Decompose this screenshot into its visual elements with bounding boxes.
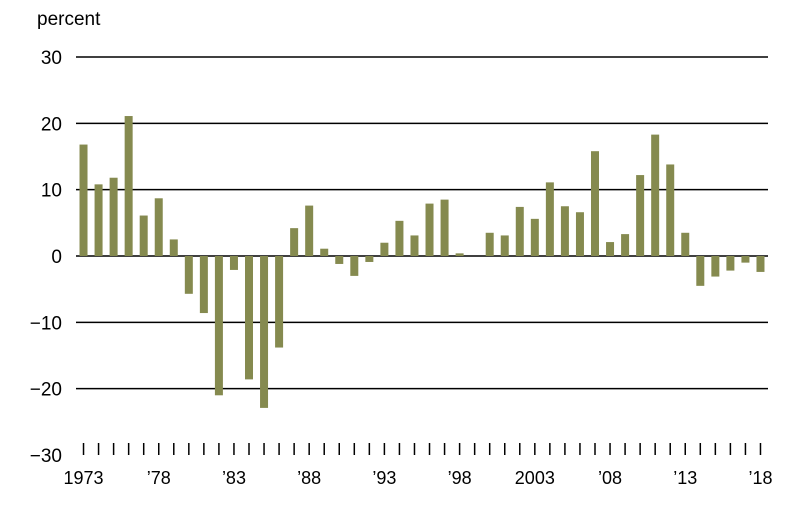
- bar: [455, 253, 464, 256]
- bar: [214, 256, 223, 396]
- y-tick-label: 0: [51, 247, 62, 268]
- bar: [79, 144, 88, 256]
- bar: [485, 232, 494, 256]
- bar: [365, 256, 374, 262]
- y-axis-label: percent: [37, 9, 101, 30]
- bar: [440, 199, 449, 256]
- bar: [245, 256, 253, 380]
- y-tick-label: −30: [30, 446, 62, 467]
- bar: [726, 256, 735, 271]
- bar: [425, 203, 434, 256]
- bar: [260, 256, 269, 408]
- bar: [606, 242, 615, 256]
- bar: [666, 164, 675, 256]
- bar: [305, 205, 314, 256]
- x-tick-label: ’13: [673, 468, 697, 488]
- x-tick-label: 2003: [515, 468, 555, 488]
- x-ticks: 1973 ’78 ’83 ’88 ’93 ’98 2003 ’08 ’13 ’18: [63, 443, 772, 488]
- x-tick-label: ’08: [598, 468, 622, 488]
- y-tick-label: 10: [41, 181, 62, 202]
- bar: [410, 235, 419, 256]
- y-tick-labels: 30 20 10 0 −10 −20 −30: [30, 48, 62, 467]
- x-tick-label: ’18: [748, 468, 772, 488]
- x-tick-label: ’88: [297, 468, 321, 488]
- y-tick-label: −10: [30, 313, 62, 334]
- bar: [741, 256, 750, 263]
- bar: [696, 256, 705, 286]
- bar: [184, 256, 193, 294]
- gridlines: [76, 56, 768, 390]
- bar: [275, 256, 284, 348]
- y-tick-label: 30: [41, 48, 62, 69]
- bar: [395, 220, 404, 256]
- bar: [124, 116, 133, 256]
- bar: [380, 242, 389, 256]
- y-tick-label: −20: [30, 380, 62, 401]
- x-tick-label: ’93: [372, 468, 396, 488]
- bar: [711, 256, 720, 277]
- bar: [651, 134, 660, 256]
- x-tick-label: ’98: [448, 468, 472, 488]
- bar: [350, 256, 359, 276]
- bar: [560, 206, 569, 256]
- bar: [636, 175, 645, 256]
- x-tick-label: ’78: [147, 468, 171, 488]
- bar: [169, 239, 178, 256]
- bar: [681, 232, 690, 256]
- y-tick-label: 20: [41, 114, 62, 135]
- bar: [335, 256, 344, 264]
- bar: [545, 182, 554, 256]
- bar: [229, 256, 238, 270]
- x-tick-label: 1973: [63, 468, 103, 488]
- bar: [530, 218, 539, 256]
- bar: [621, 234, 630, 256]
- bar: [320, 248, 329, 256]
- bars: [79, 116, 765, 408]
- bar: [515, 206, 524, 256]
- bar: [139, 215, 148, 256]
- bar: [575, 212, 584, 256]
- bar: [756, 256, 765, 272]
- x-tick-label: ’83: [222, 468, 246, 488]
- bar: [199, 256, 208, 314]
- bar: [109, 177, 118, 256]
- bar: [500, 235, 509, 256]
- bar: [591, 151, 599, 256]
- bar: [290, 228, 299, 256]
- bar: [154, 198, 163, 256]
- bar: [94, 184, 103, 256]
